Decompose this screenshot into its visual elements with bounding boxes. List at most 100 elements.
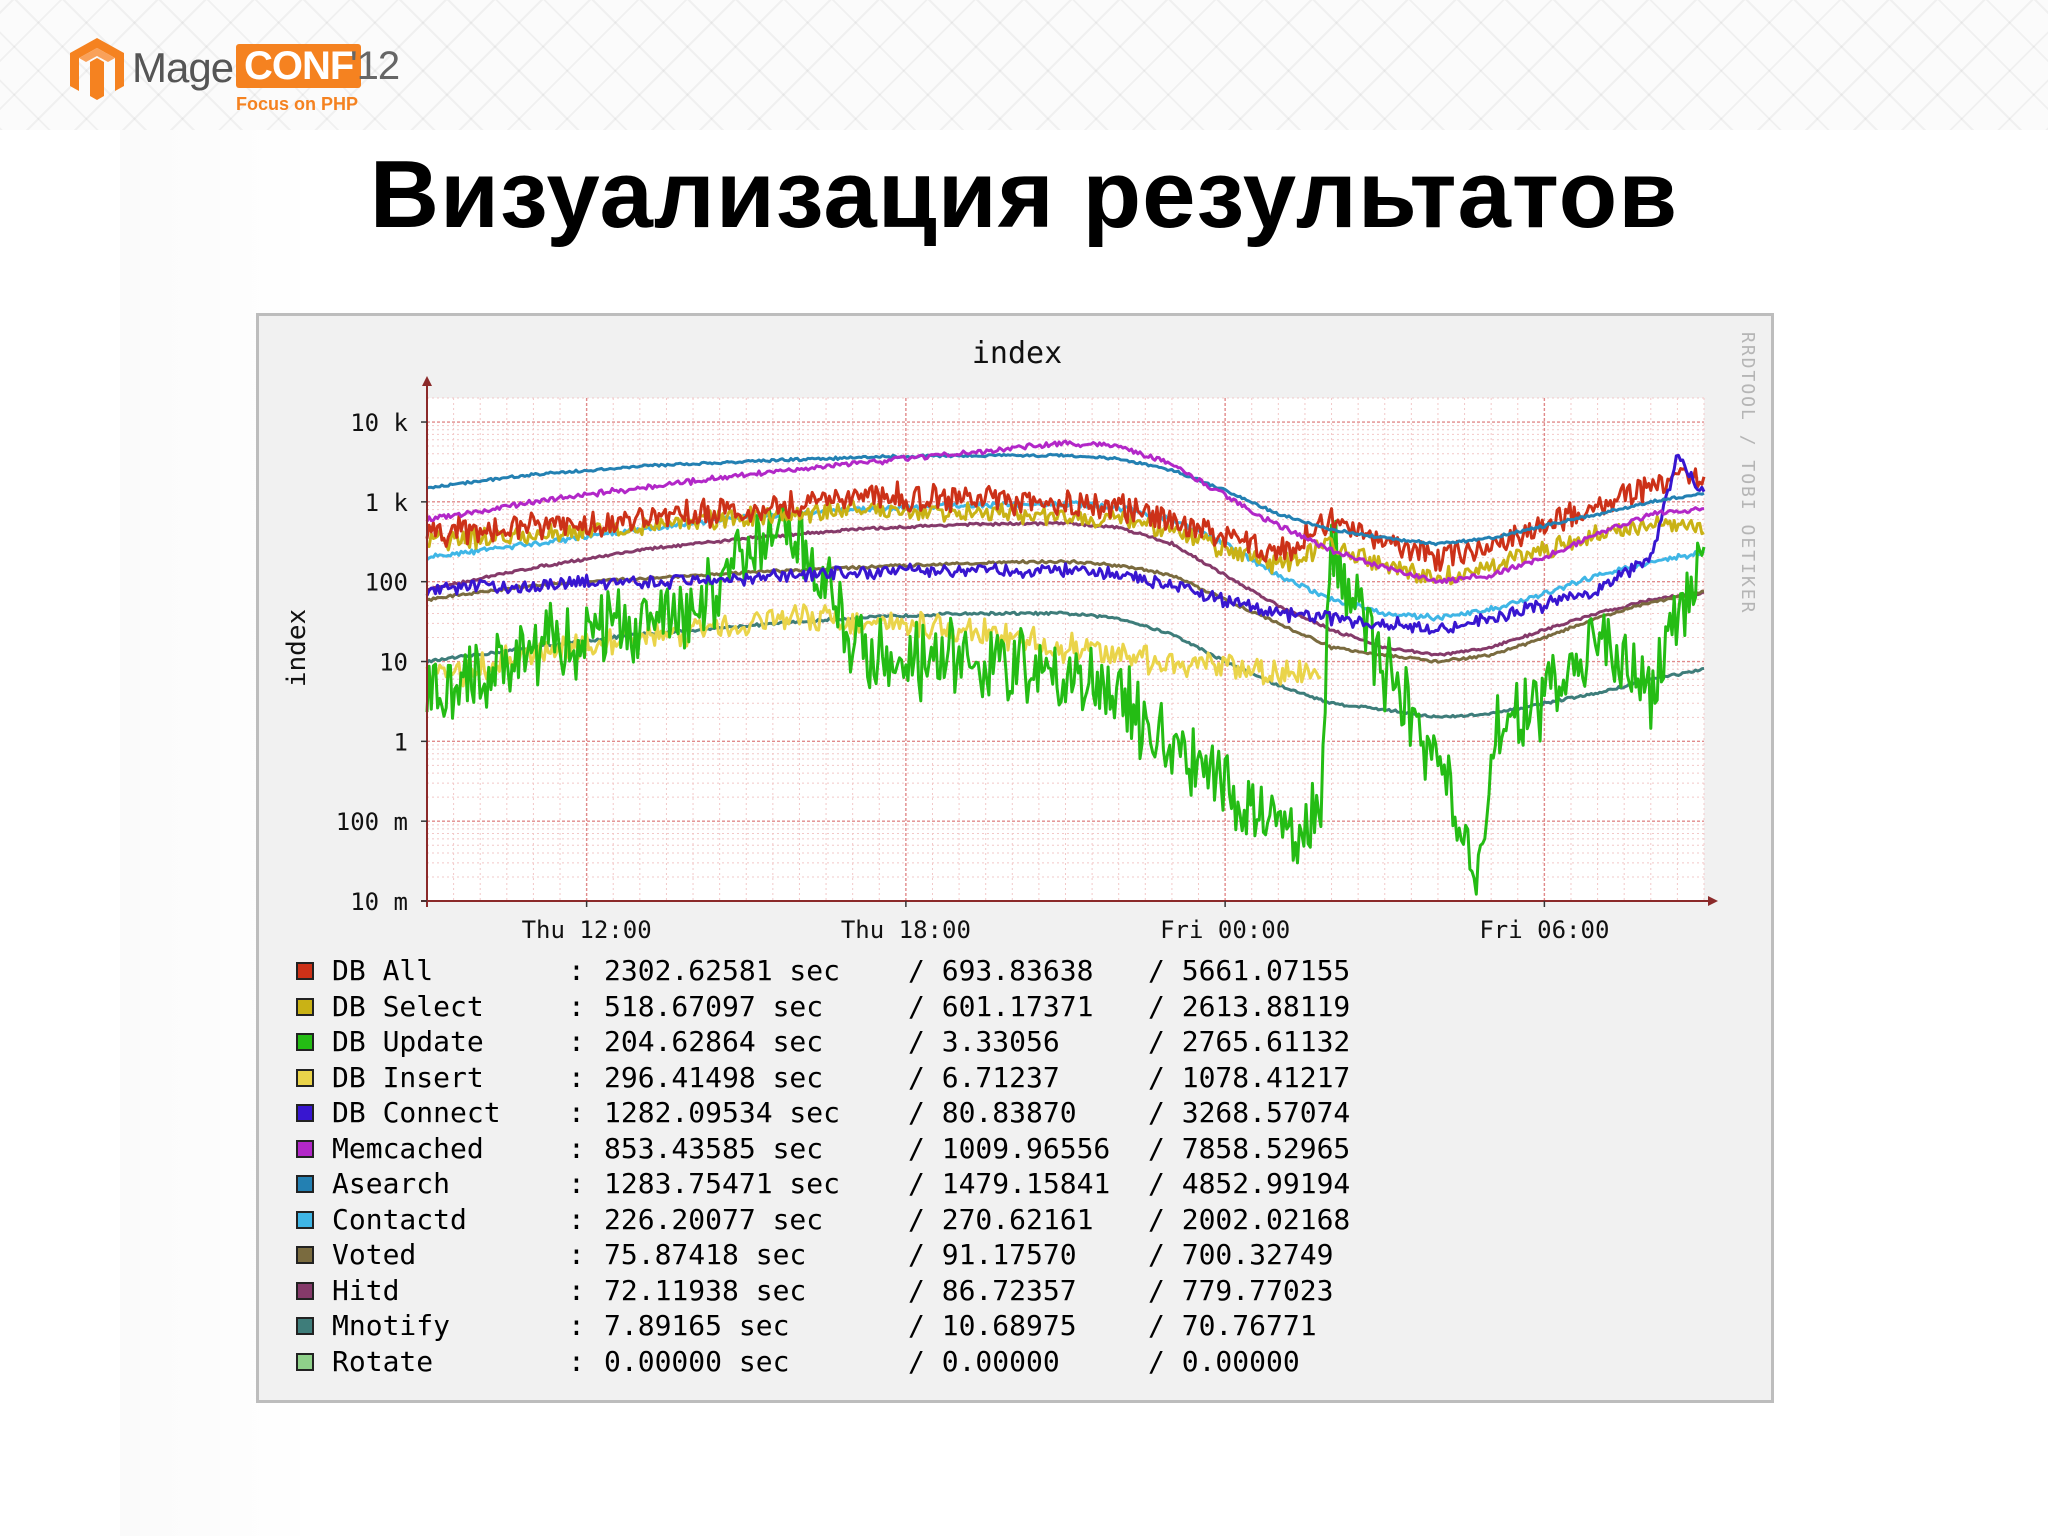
- y-tick-label: 10: [379, 649, 408, 677]
- series-line-asearch: [426, 452, 1705, 547]
- legend-maximum-value: / 2613.88119: [1148, 989, 1351, 1023]
- legend-swatch: [296, 997, 314, 1016]
- logo-mage-text: Mage: [132, 44, 234, 91]
- legend-series-name: Rotate: [332, 1344, 434, 1378]
- legend-series-name: DB Insert: [332, 1060, 484, 1094]
- slide-title: Визуализация результатов: [369, 141, 1679, 248]
- legend-row-db-insert: DB Insert:296.41498 sec / 6.71237 / 1078.4…: [296, 1061, 1496, 1097]
- legend-current-value: 7.89165 sec: [604, 1309, 790, 1342]
- legend-maximum-value: / 0.00000: [1148, 1344, 1300, 1378]
- legend-row-rotate: Rotate:0.00000 sec / 0.00000 / 0.00000: [296, 1345, 1496, 1381]
- legend-row-mnotify: Mnotify:7.89165 sec / 10.68975 / 70.76771: [296, 1309, 1496, 1345]
- legend-average-value: / 86.72357: [908, 1273, 1077, 1307]
- legend-series-name: Hitd: [332, 1273, 400, 1307]
- y-axis-label: index: [282, 609, 312, 687]
- y-tick-label: 10 m: [350, 888, 408, 916]
- y-tick-label: 1: [394, 728, 408, 756]
- legend-current-value: 853.43585 sec: [604, 1131, 824, 1165]
- legend-maximum-value: / 700.32749: [1148, 1238, 1334, 1271]
- x-tick-label: Thu 12:00: [522, 916, 652, 944]
- legend-swatch: [296, 962, 314, 980]
- legend-average-value: / 10.68975: [908, 1309, 1077, 1342]
- legend-separator: :: [568, 1131, 585, 1165]
- y-tick-label: 100: [365, 569, 408, 597]
- series-line-db-connect: [425, 453, 1706, 635]
- legend-series-name: Memcached: [332, 1131, 484, 1165]
- y-tick-label: 10 k: [350, 409, 408, 437]
- legend-current-value: 1283.75471 sec: [604, 1167, 841, 1200]
- y-tick-label: 1 k: [365, 489, 409, 517]
- logo-tagline: Focus on PHP: [236, 94, 359, 114]
- legend-row-hitd: Hitd:72.11938 sec / 86.72357 / 779.77023: [296, 1274, 1496, 1310]
- legend-current-value: 226.20077 sec: [604, 1202, 824, 1236]
- legend-average-value: / 270.62161: [908, 1202, 1094, 1236]
- series-line-db-update: [425, 503, 1706, 896]
- legend-current-value: 72.11938 sec: [604, 1273, 807, 1307]
- legend-row-voted: Voted:75.87418 sec / 91.17570 / 700.32749: [296, 1238, 1496, 1274]
- legend-maximum-value: / 2765.61132: [1148, 1025, 1351, 1058]
- legend-separator: :: [568, 1273, 585, 1307]
- watermark: RRDTOOL / TOBI OETIKER: [1737, 332, 1758, 614]
- legend-average-value: / 601.17371: [908, 989, 1094, 1023]
- legend-row-asearch: Asearch:1283.75471 sec / 1479.15841 / 4852…: [296, 1167, 1496, 1203]
- legend-swatch: [296, 1281, 314, 1300]
- legend-maximum-value: / 1078.41217: [1148, 1060, 1351, 1094]
- legend-separator: :: [568, 954, 585, 987]
- legend-swatch: [296, 1104, 314, 1122]
- legend-maximum-value: / 5661.07155: [1148, 954, 1351, 987]
- legend-swatch: [296, 1246, 314, 1264]
- series-line-db-insert: [425, 603, 1322, 688]
- legend-current-value: 204.62864 sec: [604, 1025, 824, 1058]
- legend-current-value: 1282.09534 sec: [604, 1096, 841, 1129]
- legend-series-name: DB All: [332, 954, 434, 987]
- logo-conf-text: CONF: [236, 44, 362, 88]
- legend-series-name: DB Update: [332, 1025, 484, 1058]
- legend-current-value: 2302.62581 sec: [604, 954, 841, 987]
- legend-separator: :: [568, 1025, 585, 1058]
- logo-year-text: '12: [350, 44, 400, 88]
- legend-swatch: [296, 1210, 314, 1229]
- legend-row-db-connect: DB Connect:1282.09534 sec / 80.83870 / 326…: [296, 1096, 1496, 1132]
- legend-separator: :: [568, 1344, 585, 1378]
- legend-swatch: [296, 1033, 314, 1051]
- legend-maximum-value: / 779.77023: [1148, 1273, 1334, 1307]
- legend-row-db-update: DB Update:204.62864 sec / 3.33056 / 2765.6…: [296, 1025, 1496, 1061]
- legend-average-value: / 1009.96556: [908, 1131, 1111, 1165]
- magento-logo-icon: [70, 38, 124, 100]
- legend-series-name: DB Connect: [332, 1096, 501, 1129]
- legend-separator: :: [568, 1309, 585, 1342]
- legend-row-db-all: DB All:2302.62581 sec / 693.83638 / 5661.0…: [296, 954, 1496, 990]
- legend-series-name: Voted: [332, 1238, 417, 1271]
- legend-swatch: [296, 1317, 314, 1335]
- legend-separator: :: [568, 1096, 585, 1129]
- series-lines: [425, 439, 1706, 896]
- legend-row-db-select: DB Select:518.67097 sec / 601.17371 / 2613…: [296, 990, 1496, 1026]
- legend-series-name: Asearch: [332, 1167, 451, 1200]
- legend-separator: :: [568, 1202, 585, 1236]
- x-axis-arrow-icon: [1708, 896, 1718, 906]
- legend-average-value: / 6.71237: [908, 1060, 1060, 1094]
- legend-series-name: Contactd: [332, 1202, 467, 1236]
- legend-separator: :: [568, 989, 585, 1023]
- legend-maximum-value: / 2002.02168: [1148, 1202, 1351, 1236]
- legend-maximum-value: / 7858.52965: [1148, 1131, 1351, 1165]
- axes: [421, 376, 1718, 907]
- legend-current-value: 0.00000 sec: [604, 1344, 790, 1378]
- mageconf-logo: Mage CONF '12 Focus on PHP: [68, 36, 428, 122]
- legend-current-value: 296.41498 sec: [604, 1060, 824, 1094]
- legend-swatch: [296, 1139, 314, 1158]
- header-band: [0, 0, 2048, 130]
- y-tick-label: 100 m: [336, 808, 408, 836]
- legend-series-name: DB Select: [332, 989, 484, 1023]
- legend-average-value: / 1479.15841: [908, 1167, 1111, 1200]
- legend-average-value: / 91.17570: [908, 1238, 1077, 1271]
- legend-separator: :: [568, 1167, 585, 1200]
- x-tick-label: Fri 06:00: [1479, 916, 1609, 944]
- series-line-db-all: [425, 467, 1706, 572]
- legend: DB All:2302.62581 sec/ 693.83638/ 5661.0…: [296, 954, 1496, 1380]
- legend-row-memcached: Memcached:853.43585 sec / 1009.96556 / 785…: [296, 1132, 1496, 1168]
- legend-average-value: / 80.83870: [908, 1096, 1077, 1129]
- legend-row-contactd: Contactd:226.20077 sec / 270.62161 / 2002.…: [296, 1203, 1496, 1239]
- legend-maximum-value: / 4852.99194: [1148, 1167, 1351, 1200]
